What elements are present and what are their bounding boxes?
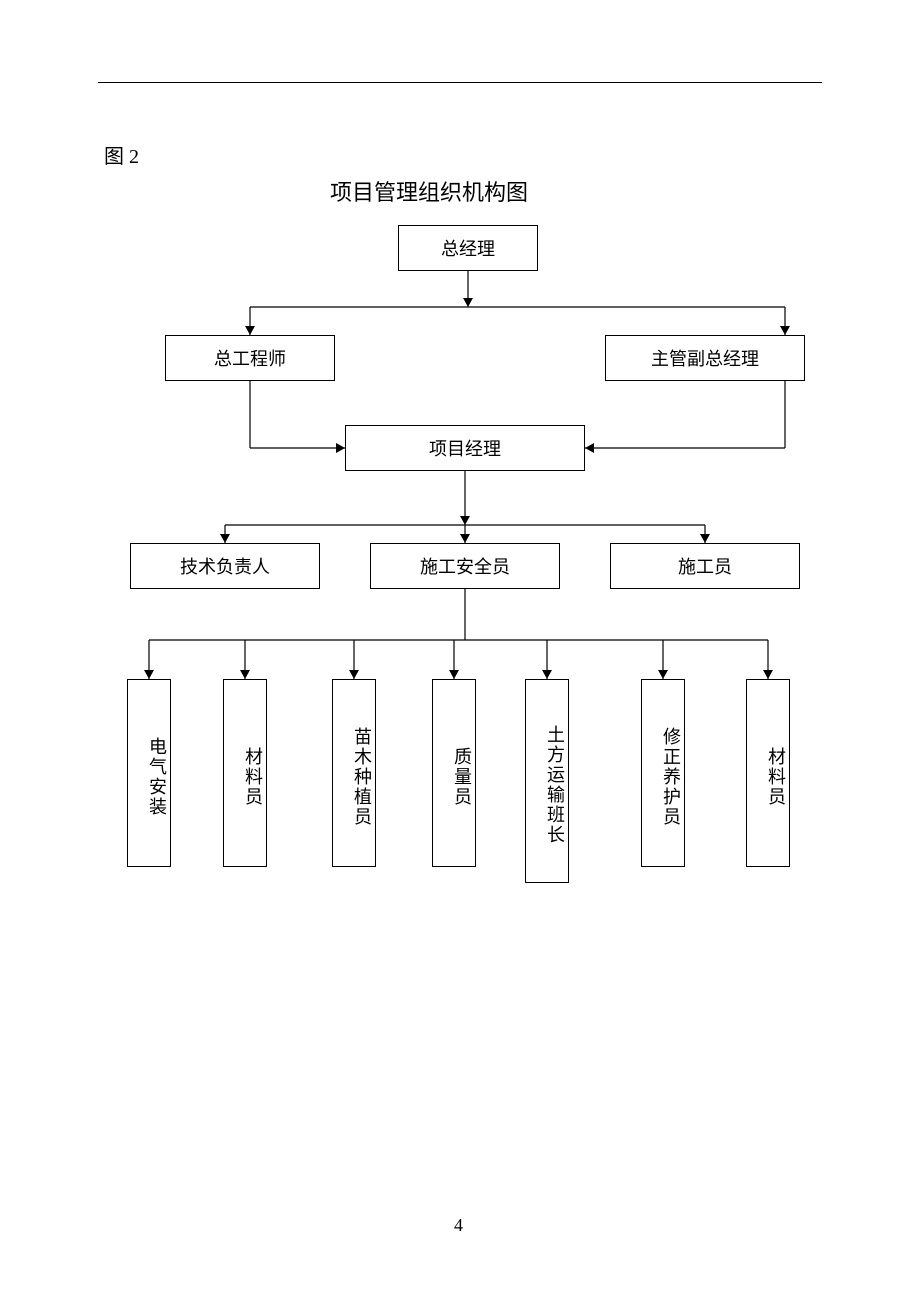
org-node-label: 土方运输班长	[542, 725, 568, 845]
org-node-label: 材料员	[763, 747, 789, 807]
org-node-maint: 修正养护员	[641, 679, 685, 867]
org-node-dgm: 主管副总经理	[605, 335, 805, 381]
org-node-builder: 施工员	[610, 543, 800, 589]
org-node-qc: 质量员	[432, 679, 476, 867]
org-node-plant: 苗木种植员	[332, 679, 376, 867]
org-node-label: 苗木种植员	[349, 727, 375, 827]
org-node-label: 项目经理	[429, 435, 501, 461]
org-node-tech_lead: 技术负责人	[130, 543, 320, 589]
org-node-label: 总经理	[441, 235, 495, 261]
org-node-chief_eng: 总工程师	[165, 335, 335, 381]
org-node-label: 技术负责人	[180, 553, 270, 579]
org-node-label: 主管副总经理	[651, 345, 759, 371]
org-node-mat2: 材料员	[746, 679, 790, 867]
org-node-label: 施工员	[678, 553, 732, 579]
org-node-label: 电气安装	[144, 737, 170, 817]
org-node-elec: 电气安装	[127, 679, 171, 867]
org-node-safety: 施工安全员	[370, 543, 560, 589]
org-node-mat1: 材料员	[223, 679, 267, 867]
org-chart-edges	[0, 0, 920, 1302]
org-node-label: 修正养护员	[658, 727, 684, 827]
org-node-pm: 项目经理	[345, 425, 585, 471]
org-node-earth: 土方运输班长	[525, 679, 569, 883]
org-node-label: 质量员	[449, 747, 475, 807]
org-node-gm: 总经理	[398, 225, 538, 271]
org-node-label: 施工安全员	[420, 553, 510, 579]
org-node-label: 总工程师	[214, 345, 286, 371]
org-node-label: 材料员	[240, 747, 266, 807]
